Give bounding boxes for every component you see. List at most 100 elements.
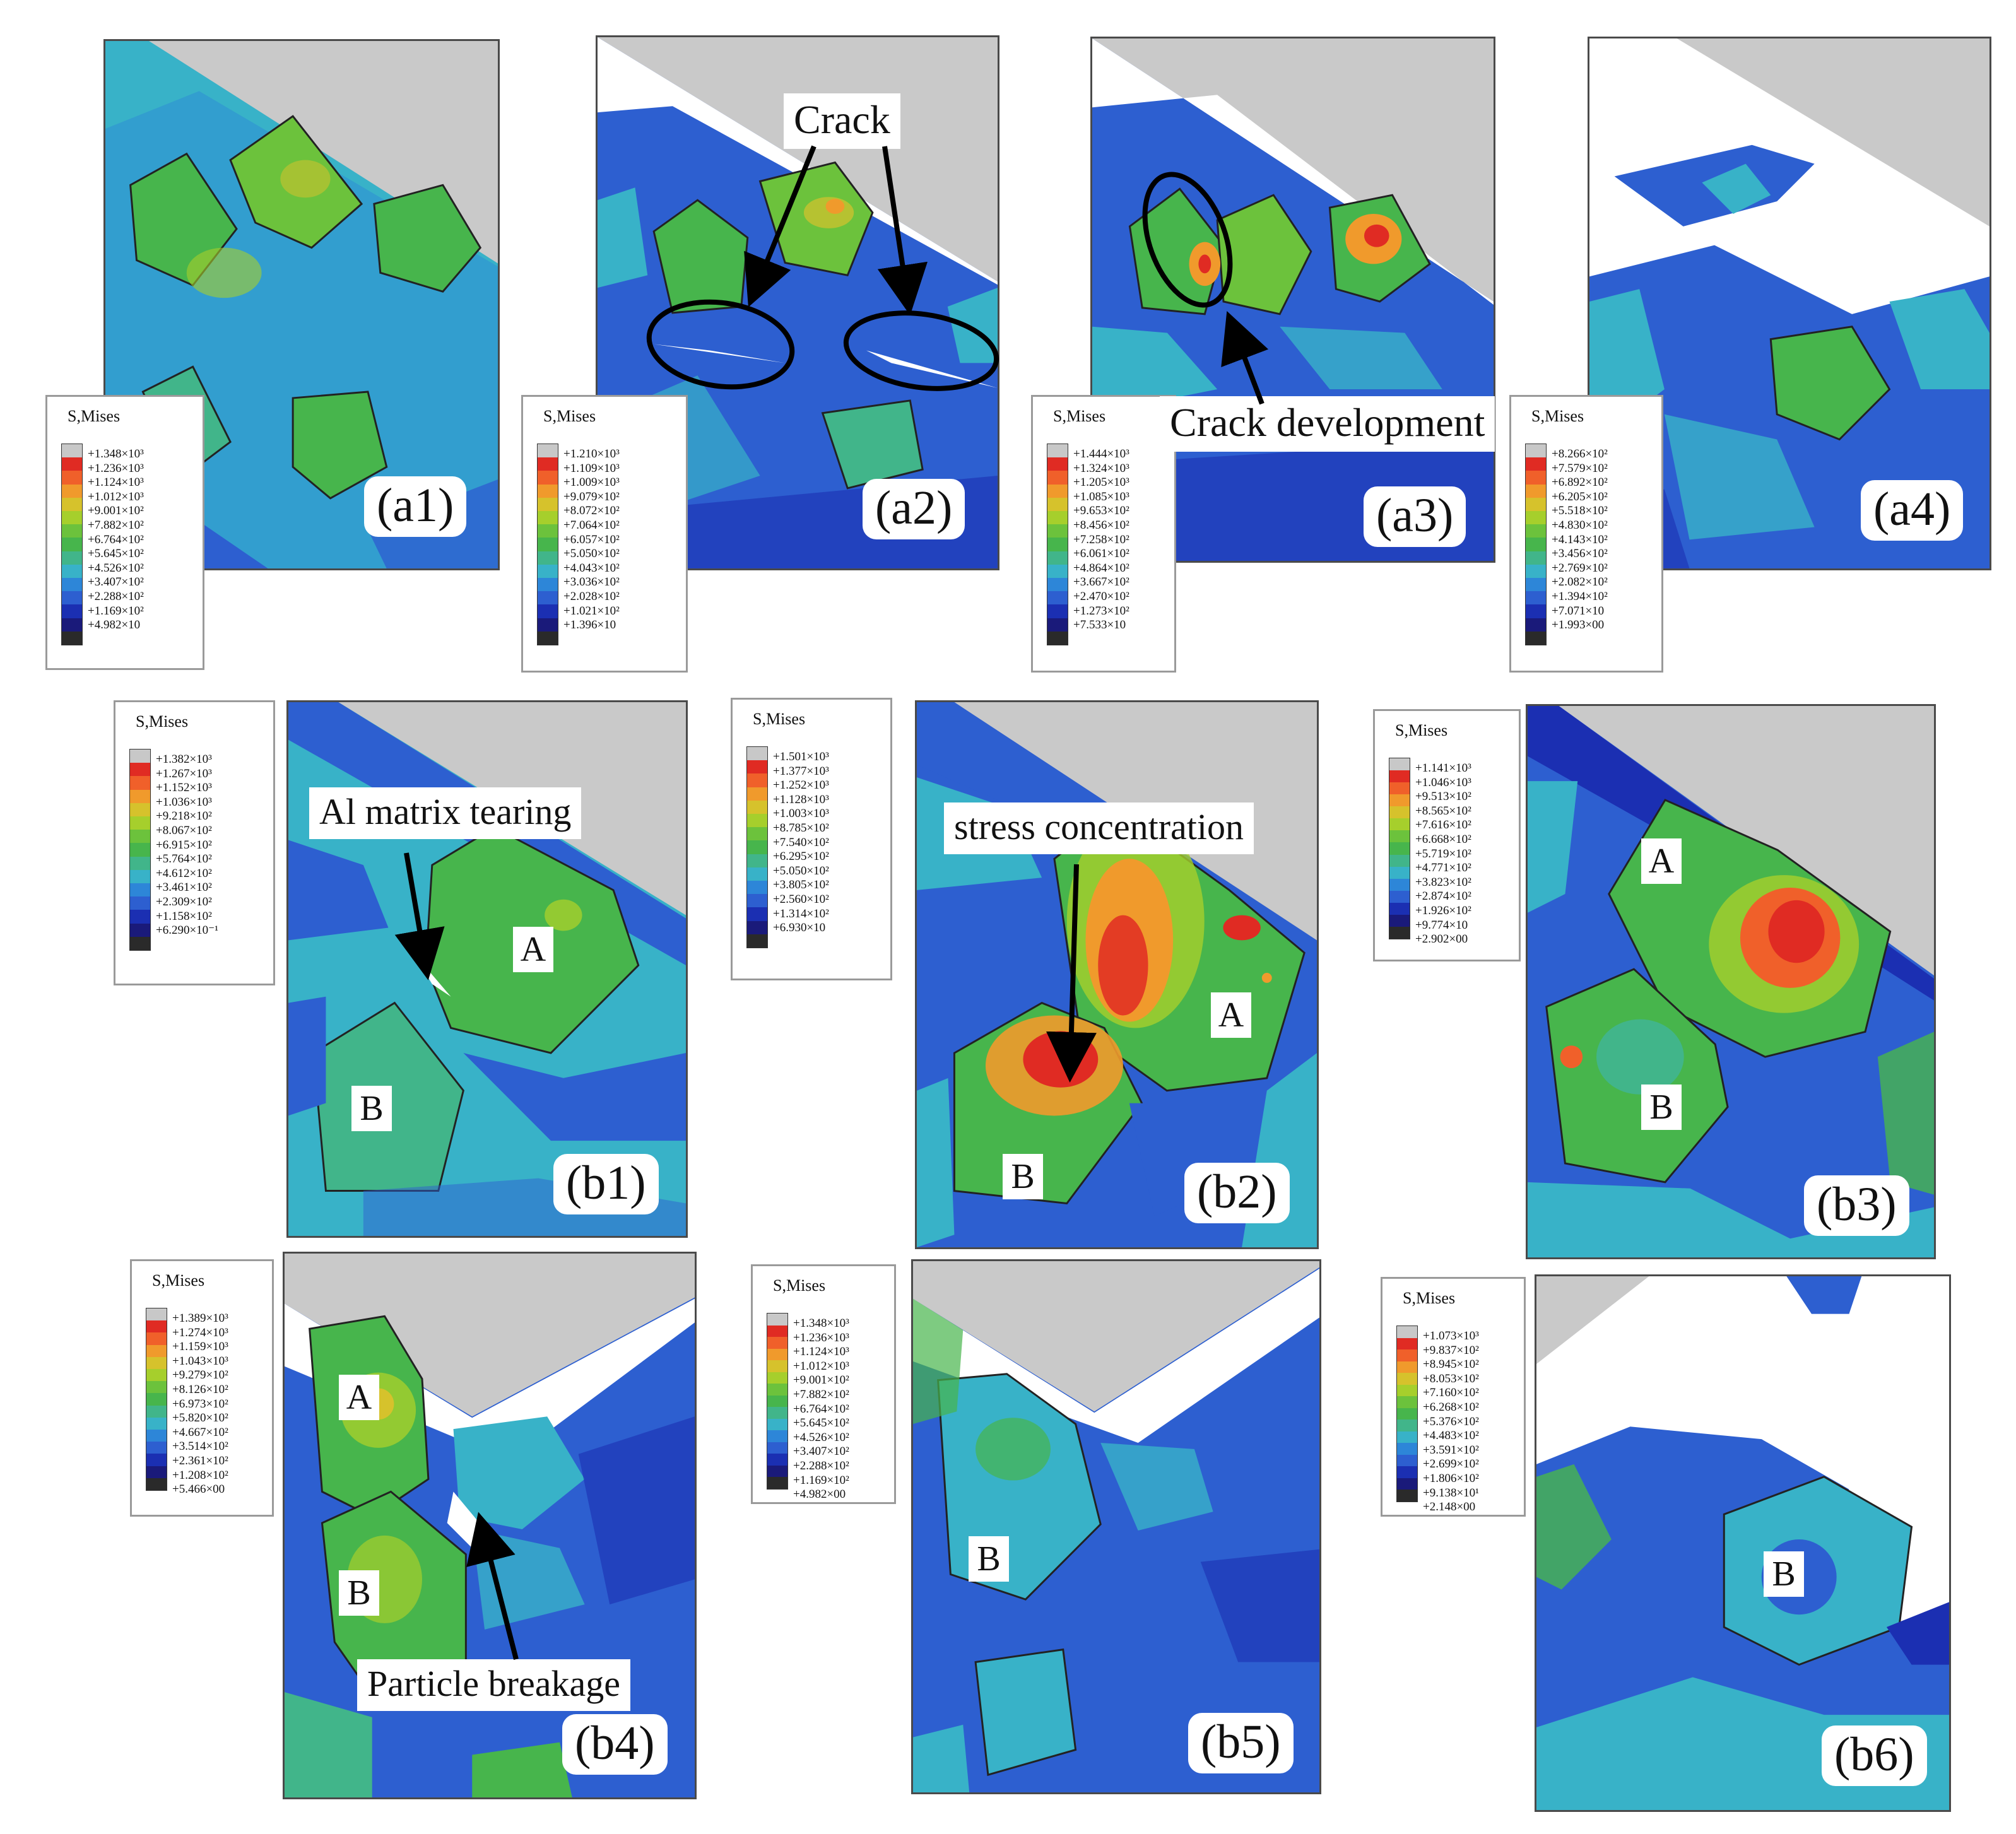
grain-label-b1-a: A [513,927,553,972]
legend-value: +7.579×10² [1552,461,1608,475]
legend-color-swatch [767,1477,787,1489]
legend-color-swatch [1389,770,1410,783]
legend-value: +1.205×10³ [1073,476,1129,490]
legend-color-swatch [1389,854,1410,867]
legend-color-swatch [62,618,82,632]
legend-value: +7.533×10 [1073,618,1126,632]
legend-a4: S,Mises +8.266×10² +7.579×10² +6.892×10² +6… [1509,395,1663,673]
legend-color-swatch [1526,631,1546,645]
legend-value: +2.288×10² [88,589,144,603]
legend-color-swatch [538,538,558,551]
legend-color-swatch [62,511,82,525]
legend-color-swatch [62,564,82,579]
grain-label-b6-b: B [1764,1551,1804,1597]
legend-color-swatch [130,763,150,777]
legend-value: +7.071×10 [1552,604,1605,618]
legend-color-swatch [62,444,82,458]
legend-value: +8.565×10² [1415,804,1471,818]
legend-value: +1.009×10³ [563,476,620,490]
legend-value: +7.064×10² [563,518,620,532]
legend-color-swatch [538,578,558,592]
panel-label-b2: (b2) [1184,1163,1290,1223]
legend-color-swatch [1047,524,1068,538]
legend-color-swatch [767,1454,787,1466]
legend-color-swatch [130,802,150,817]
legend-color-swatch [1526,497,1546,512]
legend-color-swatch [1047,471,1068,485]
legend-b5: S,Mises +1.348×10³ +1.236×10³ +1.124×10³ +1… [751,1264,896,1504]
legend-b6: S,Mises +1.073×10³ +9.837×10² +8.945×10² +8… [1381,1277,1526,1517]
legend-colorbar-b4 [146,1308,167,1491]
grain-label-b3-a: A [1641,838,1682,884]
legend-color-swatch [767,1430,787,1442]
legend-value: +1.003×10³ [773,807,829,821]
legend-title-b5: S,Mises [773,1276,826,1295]
panel-label-b3: (b3) [1804,1175,1909,1236]
legend-color-swatch [767,1395,787,1408]
legend-color-swatch [538,444,558,458]
legend-value: +6.764×10² [793,1402,849,1416]
legend-b4: S,Mises +1.389×10³ +1.274×10³ +1.159×10³ +1… [130,1259,274,1517]
legend-color-swatch [1047,578,1068,592]
legend-color-swatch [747,747,767,761]
legend-color-swatch [1526,524,1546,538]
legend-color-swatch [1526,591,1546,605]
grain-label-b4-a: A [339,1375,379,1420]
legend-color-swatch [538,564,558,579]
legend-color-swatch [747,920,767,934]
legend-value: +9.653×10² [1073,504,1129,518]
legend-color-swatch [747,773,767,787]
legend-value: +6.061×10² [1073,547,1129,561]
legend-title-b2: S,Mises [753,710,806,728]
legend-b2: S,Mises +1.501×10³ +1.377×10³ +1.252×10³ +1… [731,698,892,980]
legend-value: +4.043×10² [563,561,620,575]
legend-color-swatch [1397,1326,1417,1338]
legend-color-swatch [62,604,82,618]
legend-value: +6.764×10² [88,532,144,546]
legend-value: +8.053×10² [1423,1372,1479,1385]
legend-value: +1.501×10³ [773,750,829,763]
legend-value: +1.036×10³ [156,795,212,809]
legend-value: +1.169×10² [793,1473,849,1487]
legend-color-swatch [1397,1454,1417,1467]
legend-value: +1.267×10³ [156,767,212,780]
legend-color-swatch [130,749,150,763]
legend-value: +9.774×10 [1415,918,1468,932]
legend-value: +9.513×10² [1415,790,1471,804]
grain-label-b1-b: B [351,1086,392,1131]
legend-value: +4.526×10² [88,561,144,575]
legend-value: +1.141×10³ [1415,761,1471,775]
legend-value: +1.252×10³ [773,779,829,792]
legend-color-swatch [146,1344,167,1357]
legend-color-swatch [538,551,558,565]
stress-field-b5 [913,1261,1319,1792]
legend-color-swatch [1047,551,1068,565]
legend-color-swatch [146,1308,167,1321]
legend-color-swatch [1397,1349,1417,1361]
legend-color-swatch [130,843,150,857]
legend-color-swatch [1047,538,1068,551]
legend-color-swatch [1389,902,1410,915]
legend-value: +1.109×10³ [563,461,620,475]
legend-color-swatch [1389,782,1410,795]
panel-label-b4: (b4) [562,1714,668,1775]
legend-color-swatch [747,907,767,921]
legend-color-swatch [1397,1373,1417,1385]
legend-color-swatch [130,789,150,803]
legend-value: +3.036×10² [563,575,620,589]
legend-values-a1: +1.348×10³ +1.236×10³ +1.124×10³ +1.012×10³… [88,447,144,633]
legend-value: +1.926×10² [1415,903,1471,917]
panel-label-a1: (a1) [364,476,467,537]
legend-value: +6.930×10 [773,921,826,935]
legend-value: +1.382×10³ [156,753,212,766]
annotation-crack: Crack [784,93,900,149]
legend-value: +4.526×10² [793,1430,849,1444]
legend-value: +5.719×10² [1415,847,1471,861]
legend-color-swatch [1397,1396,1417,1408]
legend-value: +2.699×10² [1423,1457,1479,1471]
legend-value: +6.290×10⁻¹ [156,924,218,938]
legend-color-swatch [538,457,558,471]
legend-color-swatch [146,1381,167,1394]
legend-value: +1.085×10³ [1073,490,1129,503]
legend-color-swatch [146,1454,167,1466]
